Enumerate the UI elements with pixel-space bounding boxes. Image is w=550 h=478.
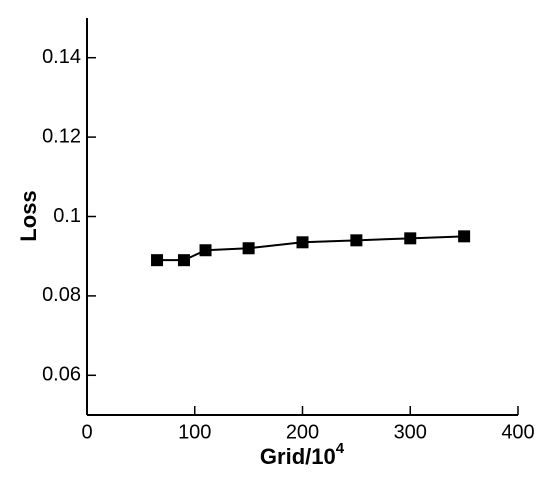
- marker: [199, 244, 212, 257]
- marker: [151, 254, 164, 267]
- x-tick-label: 0: [81, 421, 92, 443]
- marker: [242, 242, 255, 255]
- marker: [296, 236, 309, 249]
- marker: [177, 254, 190, 267]
- y-tick-label: 0.1: [53, 205, 81, 227]
- marker: [458, 230, 471, 243]
- marker: [404, 232, 417, 245]
- y-tick-label: 0.08: [42, 284, 81, 306]
- y-tick-label: 0.06: [42, 364, 81, 386]
- y-axis-label: Loss: [16, 190, 41, 241]
- y-tick-label: 0.12: [42, 125, 81, 147]
- x-axis-label-text: Grid/10: [260, 444, 336, 469]
- x-axis-label-superscript: 4: [336, 440, 345, 457]
- x-tick-label: 100: [178, 421, 211, 443]
- x-axis-label: Grid/104: [260, 440, 345, 469]
- x-tick-label: 400: [501, 421, 534, 443]
- x-tick-label: 300: [394, 421, 427, 443]
- x-tick-label: 200: [286, 421, 319, 443]
- marker: [350, 234, 363, 247]
- y-tick-label: 0.14: [42, 46, 81, 68]
